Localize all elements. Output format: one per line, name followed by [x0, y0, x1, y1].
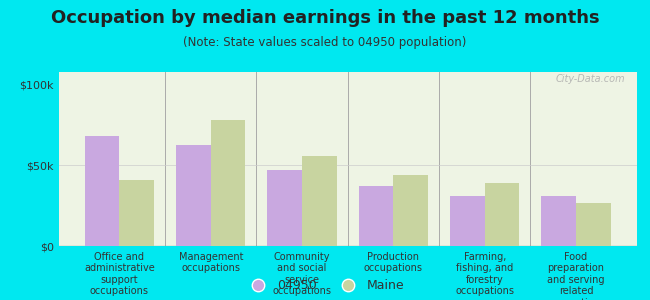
Text: (Note: State values scaled to 04950 population): (Note: State values scaled to 04950 popu…: [183, 36, 467, 49]
Bar: [84, 136, 120, 246]
Bar: [485, 183, 519, 246]
Bar: [120, 180, 154, 246]
Text: City-Data.com: City-Data.com: [556, 74, 625, 84]
Bar: [576, 202, 611, 246]
Text: Occupation by median earnings in the past 12 months: Occupation by median earnings in the pas…: [51, 9, 599, 27]
Legend: 04950, Maine: 04950, Maine: [240, 274, 410, 297]
Bar: [267, 170, 302, 246]
Bar: [450, 196, 485, 246]
Bar: [393, 175, 428, 246]
Bar: [359, 186, 393, 246]
Bar: [211, 120, 246, 246]
Bar: [176, 145, 211, 246]
Bar: [302, 156, 337, 246]
Bar: [541, 196, 576, 246]
